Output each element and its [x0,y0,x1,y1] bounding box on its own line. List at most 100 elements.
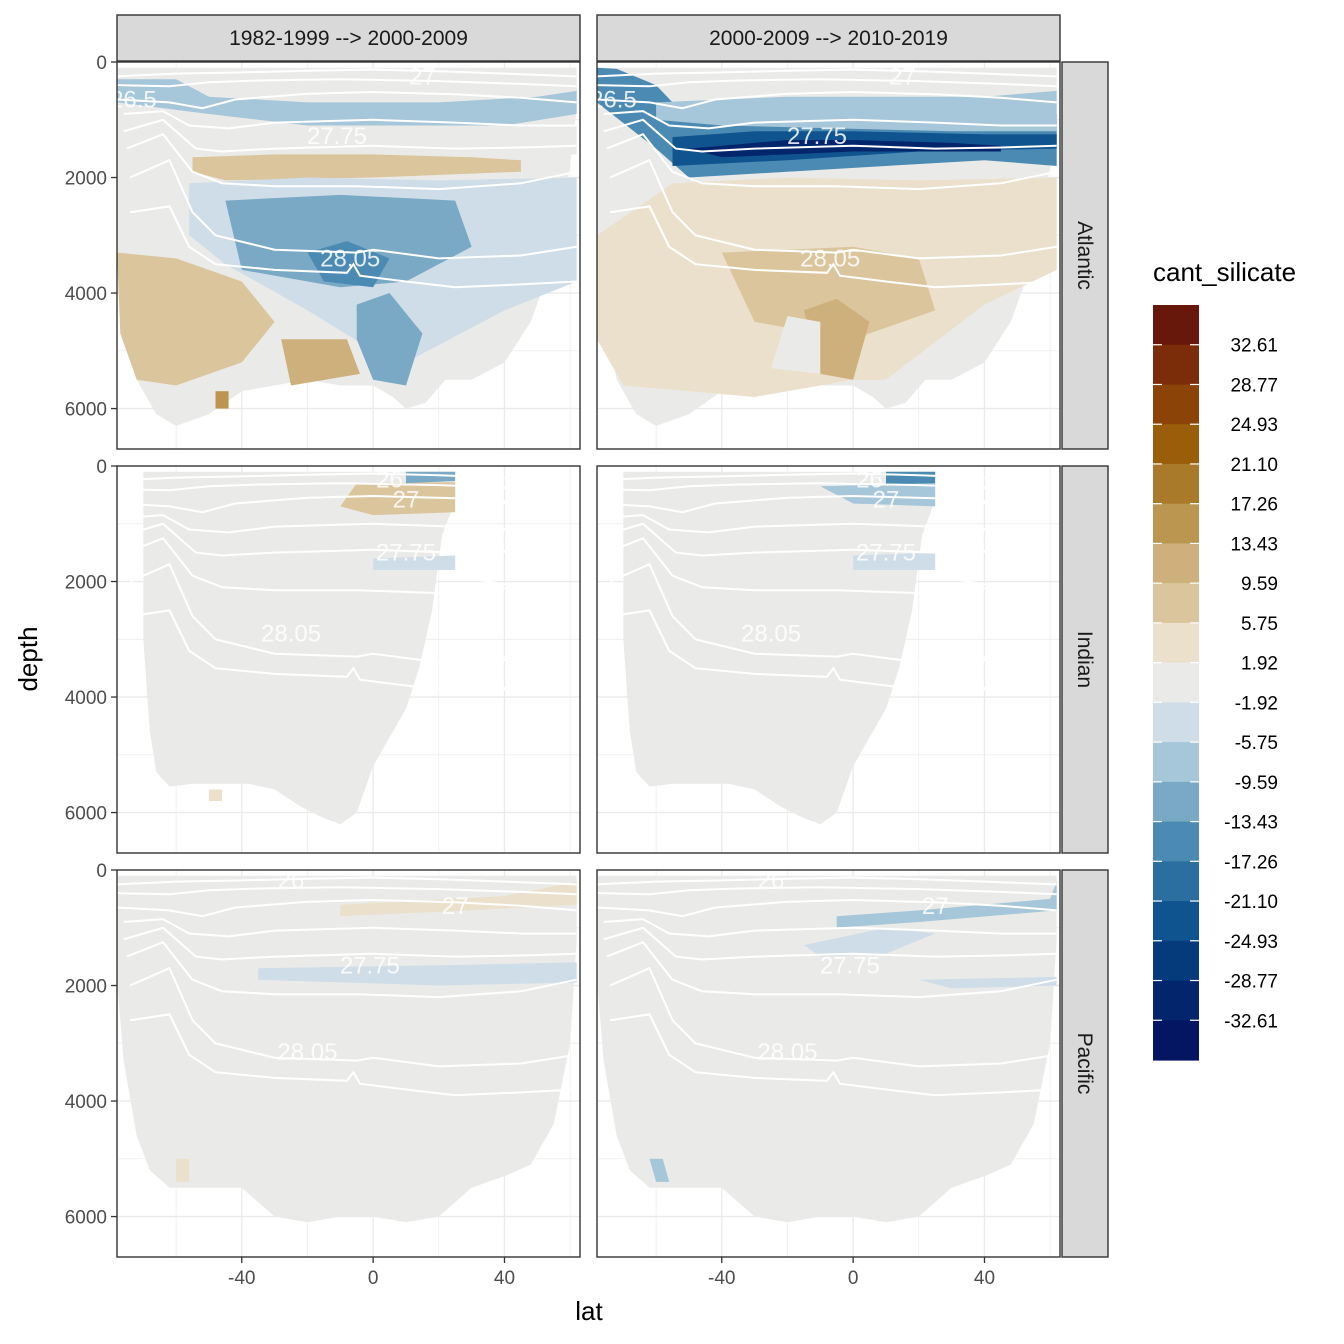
isopycnal-line [606,536,1002,595]
axes: 020004000600002000400060000200040006000-… [65,53,995,1289]
panels-layer: 27.75 28.05 27 26.5 27.75 28.05 27 26.5 27.75 28.… [110,61,1061,1258]
contour-band [340,482,456,516]
isopycnal-label: 26.5 [110,87,157,114]
isopycnal-label: 26 [856,466,883,493]
isopycnal-label: 26.5 [590,87,637,114]
panel-pacific-2: 27.75 28.05 27 26 [596,869,1061,1258]
legend-color-bin [1153,344,1199,386]
y-tick-label: 0 [96,53,107,74]
x-tick-label: -40 [228,1268,255,1289]
isopycnal-line [597,472,985,482]
x-tick-label: 0 [368,1268,379,1289]
panel-border [116,869,581,1258]
y-tick-label: 6000 [65,1208,107,1229]
isopycnal-line [129,205,577,289]
legend-break-label: -13.43 [1224,813,1278,834]
isopycnal-line [597,482,1001,492]
contour-band [356,293,423,386]
isopycnal-line [603,522,1001,557]
contour-band [258,962,577,986]
legend-break-label: 17.26 [1230,495,1278,516]
y-axis-title: depth [13,626,43,691]
isopycnal-label: 27.75 [376,540,436,567]
isopycnal-label: 28.05 [277,1039,337,1066]
isopycnal-line [606,940,1057,999]
column-strip-1: 1982-1999 --> 2000-2009 [116,14,581,62]
isopycnal-line [606,132,1057,191]
isopycnal-line [123,918,577,938]
legend-break-label: -9.59 [1235,773,1278,794]
isopycnal-line [597,886,1057,896]
isopycnal-line [129,562,522,664]
isopycnal-line [117,68,577,78]
contour-band [820,483,936,507]
legend-color-bin [1153,424,1199,465]
column-strip-label: 1982-1999 --> 2000-2009 [229,27,468,50]
row-strip-label: Indian [1073,631,1096,688]
isopycnal-line [597,494,1001,514]
legend-color-bin [1153,463,1199,505]
y-tick-label: 4000 [65,688,107,709]
isopycnal-line [117,482,521,492]
panel-border [116,465,581,854]
legend-break-label: 1.92 [1241,654,1278,675]
contour-band [771,316,821,374]
legend-color-bin [1153,980,1199,1021]
isopycnal-label: 27 [393,487,420,514]
contour-band [649,1158,670,1182]
legend-break-label: 24.93 [1230,415,1278,436]
contour-band [215,391,229,409]
facet-strips: 1982-1999 --> 2000-2009 2000-2009 --> 201… [116,14,1109,1258]
isopycnal-line [117,494,521,514]
contour-band [176,1158,190,1182]
panel-border [596,869,1061,1258]
y-tick-label: 6000 [65,400,107,421]
isopycnal-line [123,110,577,130]
isopycnal-label: 27 [409,63,436,90]
contour-band [656,90,1057,132]
isopycnal-label: 28.05 [320,245,380,272]
isopycnal-line [597,78,1057,88]
row-strip-indian: Indian [1061,465,1109,854]
legend-color-bin [1153,781,1199,823]
isopycnal-line [117,90,577,110]
contour-band [853,552,936,570]
isopycnal-line [129,966,577,1068]
y-tick-label: 4000 [65,284,107,305]
y-tick-label: 2000 [65,169,107,190]
isopycnal-line [117,876,577,886]
contour-band [281,339,360,386]
legend-break-label: -32.61 [1224,1011,1278,1032]
panel-atlantic-2: 27.75 28.05 27 26.5 [590,61,1061,450]
isopycnal-label: 27.75 [340,952,400,979]
panel-border [596,465,1061,854]
contour-band [836,881,1057,928]
isopycnal-label: 26 [278,867,305,894]
x-tick-label: 40 [974,1268,995,1289]
isopycnal-line [597,90,1057,110]
isopycnal-line [126,536,522,595]
legend-color-bin [1153,940,1199,982]
contour-band [117,114,577,155]
isopycnal-label: 27.75 [787,123,847,150]
legend-break-label: 13.43 [1230,534,1278,555]
isopycnal-line [597,876,1057,886]
legend-break-label: -24.93 [1224,932,1278,953]
y-tick-label: 0 [96,861,107,882]
column-strip-2: 2000-2009 --> 2010-2019 [596,14,1061,62]
isopycnal-line [117,898,577,918]
section-field: 27.75 28.05 27 26.5 [110,63,577,426]
contour-band [192,154,521,181]
isopycnal-line [603,918,1057,938]
isopycnal-label: 27 [922,893,949,920]
legend-color-bin [1153,901,1199,942]
contour-band [225,194,472,288]
panel-pacific-1: 27.75 28.05 27 26 [116,867,581,1258]
row-strip-label: Pacific [1073,1033,1096,1095]
row-strip-pacific: Pacific [1061,869,1109,1258]
isopycnal-line [129,609,521,693]
legend-color-bin [1153,821,1199,862]
isopycnal-line [117,886,577,896]
